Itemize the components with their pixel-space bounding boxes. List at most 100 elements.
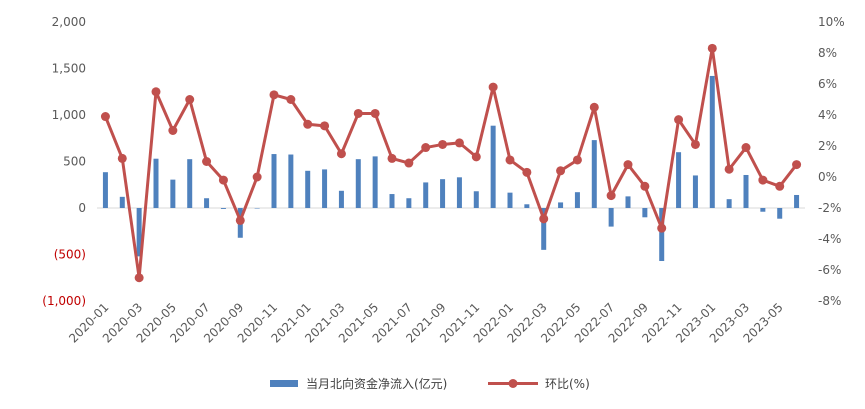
line-point bbox=[657, 223, 667, 233]
bar bbox=[355, 159, 361, 208]
right-y-tick-label: -2% bbox=[818, 201, 841, 215]
legend-line-marker bbox=[508, 379, 518, 388]
bar bbox=[389, 194, 395, 208]
bar bbox=[254, 208, 260, 209]
right-y-tick-label: 8% bbox=[818, 46, 837, 60]
right-y-tick-label: -4% bbox=[818, 232, 841, 246]
line-point bbox=[471, 152, 481, 162]
line-point bbox=[758, 175, 768, 185]
line-point bbox=[724, 164, 734, 174]
line-point bbox=[556, 166, 566, 176]
line-point bbox=[320, 121, 330, 131]
bar bbox=[170, 179, 176, 208]
left-y-tick-label: 2,000 bbox=[52, 15, 86, 29]
bar bbox=[642, 208, 648, 218]
bar bbox=[524, 204, 530, 208]
line-point bbox=[100, 112, 110, 122]
bar bbox=[220, 208, 226, 209]
line-point bbox=[640, 181, 650, 191]
line-point bbox=[775, 181, 785, 191]
line-point bbox=[606, 191, 616, 201]
right-y-tick-label: 10% bbox=[818, 15, 845, 29]
line-point bbox=[286, 95, 296, 104]
line-point bbox=[303, 119, 313, 129]
line-point bbox=[353, 108, 363, 118]
left-y-tick-label: 0 bbox=[78, 201, 86, 215]
bar bbox=[625, 196, 631, 208]
bar bbox=[794, 194, 800, 208]
line-point bbox=[674, 115, 684, 125]
line-point bbox=[336, 149, 346, 159]
line-point bbox=[168, 126, 178, 135]
line-point bbox=[202, 157, 212, 166]
line-point bbox=[454, 138, 464, 148]
bar bbox=[456, 177, 462, 208]
bar bbox=[676, 152, 682, 208]
line-point bbox=[387, 153, 397, 163]
bar bbox=[507, 192, 513, 208]
line-point bbox=[269, 90, 279, 100]
line-point bbox=[218, 175, 228, 185]
bar bbox=[136, 208, 142, 257]
bar bbox=[574, 192, 580, 208]
left-y-tick-label: 1,500 bbox=[52, 62, 86, 76]
line-point bbox=[589, 102, 599, 112]
bar bbox=[102, 172, 108, 208]
bar bbox=[760, 208, 766, 212]
legend-bar-label: 当月北向资金净流入(亿元) bbox=[306, 376, 447, 391]
line-point bbox=[370, 108, 380, 118]
line-point bbox=[185, 95, 195, 104]
bar bbox=[119, 196, 125, 208]
bar bbox=[473, 191, 479, 208]
line-point bbox=[623, 160, 633, 170]
right-y-tick-label: -6% bbox=[818, 263, 841, 277]
bar bbox=[423, 182, 429, 208]
bar-series bbox=[102, 75, 800, 262]
line-point bbox=[792, 160, 802, 170]
legend-line-label: 环比(%) bbox=[545, 377, 590, 391]
line-point bbox=[572, 155, 582, 165]
line-point bbox=[134, 273, 144, 283]
right-y-tick-label: 4% bbox=[818, 108, 837, 122]
legend: 当月北向资金净流入(亿元) 环比(%) bbox=[270, 376, 590, 391]
bar bbox=[490, 125, 496, 208]
line-point bbox=[522, 167, 532, 177]
bar bbox=[204, 198, 210, 208]
line-point bbox=[151, 87, 161, 97]
right-y-tick-label: 6% bbox=[818, 77, 837, 91]
line-point bbox=[707, 43, 717, 53]
bar bbox=[541, 208, 547, 250]
bar bbox=[406, 198, 412, 208]
bar bbox=[777, 208, 783, 219]
bar bbox=[659, 208, 665, 262]
right-y-tick-label: 2% bbox=[818, 139, 837, 153]
bar bbox=[709, 75, 715, 208]
right-y-axis: -8% -6% -4% -2% 0% 2% 4% 6% 8% 10% bbox=[818, 15, 845, 308]
bar bbox=[338, 190, 344, 208]
bar bbox=[305, 170, 311, 208]
bar bbox=[288, 154, 294, 208]
line-point bbox=[235, 215, 245, 225]
bar bbox=[692, 175, 698, 208]
bar bbox=[591, 140, 597, 208]
bar bbox=[440, 179, 446, 208]
bar bbox=[372, 156, 378, 208]
line-point bbox=[438, 139, 448, 149]
x-axis: 2020-012020-032020-052020-072020-092020-… bbox=[66, 300, 786, 345]
left-y-tick-label: (1,000) bbox=[42, 294, 86, 308]
bar bbox=[726, 199, 732, 208]
bar bbox=[743, 174, 749, 208]
left-y-tick-label: 500 bbox=[63, 155, 86, 169]
bar bbox=[608, 208, 614, 227]
bar bbox=[271, 154, 277, 208]
right-y-tick-label: 0% bbox=[818, 170, 837, 184]
line-point bbox=[117, 153, 127, 163]
line-series bbox=[100, 43, 802, 283]
bar bbox=[558, 202, 564, 208]
line-point bbox=[252, 172, 262, 182]
bar bbox=[153, 158, 159, 208]
bar bbox=[187, 159, 193, 208]
legend-bar-swatch bbox=[270, 380, 298, 387]
line-point bbox=[488, 82, 498, 92]
